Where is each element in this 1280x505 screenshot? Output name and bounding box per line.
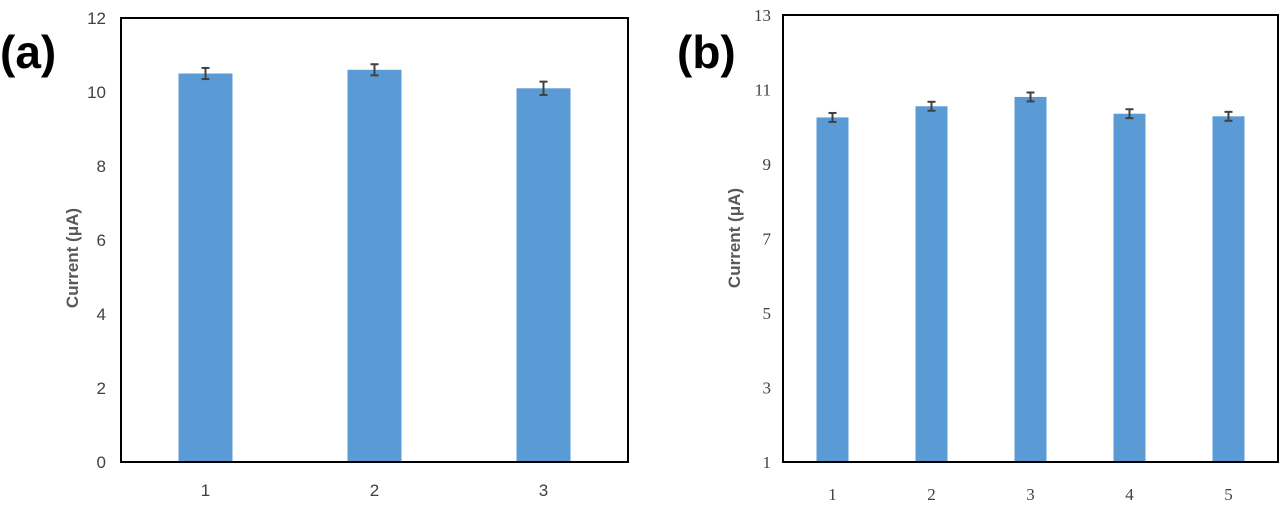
panel-b-error-bar-5 <box>1224 110 1233 122</box>
panel-b-bar-3 <box>1014 96 1047 462</box>
panel-b-x-ticks: 1 2 3 4 5 <box>828 485 1233 504</box>
panel-a-bar-2 <box>347 69 402 463</box>
panel-b-x-tick-1: 1 <box>828 485 837 504</box>
panel-b-y-tick-9: 9 <box>763 155 772 174</box>
panel-a-bar-1 <box>178 73 233 462</box>
panel-b-error-bar-2 <box>927 100 936 112</box>
panel-b-error-bar-1 <box>828 111 837 123</box>
panel-a-label: (a) <box>0 26 56 78</box>
panel-a-y-tick-4: 4 <box>97 305 106 324</box>
panel-a-y-tick-0: 0 <box>97 453 106 472</box>
panel-a-y-tick-12: 12 <box>87 9 106 28</box>
panel-b-bar-2 <box>915 106 948 462</box>
panel-b-x-tick-5: 5 <box>1224 485 1233 504</box>
panel-b-y-tick-5: 5 <box>763 304 772 323</box>
panel-a-y-ticks: 0 2 4 6 8 10 12 <box>87 9 106 472</box>
panel-b-y-tick-7: 7 <box>763 230 772 249</box>
panel-b-x-tick-2: 2 <box>927 485 936 504</box>
panel-a-y-tick-8: 8 <box>97 157 106 176</box>
panel-a-bars <box>178 69 571 463</box>
panel-b-y-tick-3: 3 <box>763 379 772 398</box>
panel-b-error-bars <box>828 91 1233 123</box>
panel-a-x-tick-1: 1 <box>201 481 210 500</box>
panel-a-y-tick-6: 6 <box>97 231 106 250</box>
panel-a-y-tick-10: 10 <box>87 83 106 102</box>
panel-a-error-bar-1 <box>201 66 210 81</box>
panel-a-error-bar-3 <box>539 80 548 96</box>
panel-b-y-tick-1: 1 <box>763 453 772 472</box>
panel-a-error-bar-2 <box>370 63 379 77</box>
panel-b-bar-5 <box>1212 116 1245 462</box>
panel-b-bars <box>816 96 1245 463</box>
panel-b-y-tick-11: 11 <box>755 81 771 100</box>
panel-a-plot-frame <box>120 17 629 463</box>
panel-b-error-bar-4 <box>1125 108 1134 120</box>
panel-a-bar-3 <box>516 88 571 463</box>
panel-a-error-bars <box>201 63 548 96</box>
panel-a-x-tick-2: 2 <box>370 481 379 500</box>
panel-b-label: (b) <box>677 26 736 78</box>
panel-b-x-tick-3: 3 <box>1026 485 1035 504</box>
panel-a-x-tick-3: 3 <box>539 481 548 500</box>
panel-b-bar-1 <box>816 117 849 462</box>
panel-b-x-tick-4: 4 <box>1125 485 1134 504</box>
panel-b-y-axis-label: Current (μA) <box>725 188 744 288</box>
panel-b-error-bar-3 <box>1026 91 1035 103</box>
panel-b-plot-frame <box>782 14 1279 463</box>
panel-a-y-tick-2: 2 <box>97 379 106 398</box>
panel-a-x-ticks: 1 2 3 <box>201 481 548 500</box>
panel-b-bar-4 <box>1113 113 1146 463</box>
panel-a-y-axis-label: Current (μA) <box>63 208 82 308</box>
panel-b-y-tick-13: 13 <box>754 6 771 25</box>
